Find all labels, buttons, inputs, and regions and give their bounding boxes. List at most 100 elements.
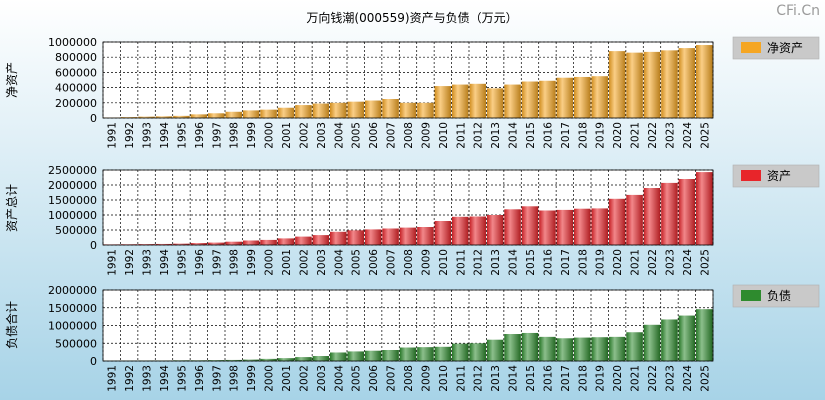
- bar-2023: [661, 319, 678, 361]
- bar-2007: [382, 228, 399, 245]
- x-tick-label: 2014: [508, 249, 520, 276]
- x-tick-label: 2024: [682, 249, 694, 276]
- x-tick-label: 2013: [490, 365, 502, 392]
- x-tick-label: 2025: [699, 122, 711, 149]
- x-tick-label: 2008: [403, 249, 415, 276]
- bar-2004: [330, 352, 347, 361]
- x-tick-label: 2020: [612, 365, 624, 392]
- bar-2005: [347, 351, 364, 361]
- x-tick-label: 2024: [682, 122, 694, 149]
- bar-2018: [574, 76, 591, 118]
- x-tick-label: 2002: [298, 365, 310, 392]
- x-tick-label: 2009: [420, 365, 432, 392]
- x-tick-label: 1997: [211, 365, 223, 392]
- x-tick-label: 2019: [595, 122, 607, 149]
- bar-1996: [190, 243, 208, 245]
- x-tick-label: 1991: [107, 365, 119, 392]
- x-tick-label: 2008: [403, 365, 415, 392]
- y-tick-label: 1000000: [48, 209, 97, 222]
- bar-2003: [312, 103, 330, 118]
- x-tick-label: 2001: [281, 365, 293, 392]
- y-tick-label: 500000: [55, 224, 97, 237]
- x-tick-label: 2006: [368, 365, 380, 392]
- x-tick-label: 2000: [264, 249, 276, 276]
- y-tick-label: 600000: [55, 66, 97, 79]
- x-tick-label: 2002: [298, 249, 310, 276]
- x-tick-label: 2021: [630, 365, 642, 392]
- x-tick-label: 1996: [194, 249, 206, 276]
- bar-2009: [417, 102, 434, 118]
- bar-2013: [486, 215, 504, 245]
- x-tick-label: 2019: [595, 365, 607, 392]
- x-tick-label: 2019: [595, 249, 607, 276]
- x-tick-label: 2022: [647, 249, 659, 276]
- bar-2013: [486, 88, 504, 118]
- x-tick-label: 2003: [316, 365, 328, 392]
- bar-2015: [521, 332, 539, 361]
- bar-2016: [539, 336, 556, 361]
- bar-2011: [452, 84, 469, 118]
- x-tick-label: 1996: [194, 122, 206, 149]
- bar-2009: [417, 347, 434, 361]
- x-tick-label: 2023: [664, 249, 676, 276]
- x-tick-label: 2012: [473, 365, 485, 392]
- bar-2017: [556, 338, 574, 361]
- y-axis-label: 净资产: [5, 62, 19, 98]
- y-tick-label: 0: [90, 239, 97, 252]
- chart-panel-3: 0 500000 1000000 1500000 2000000 1991 1992 1993…: [4, 284, 820, 392]
- bar-1992: [120, 117, 138, 118]
- bar-2025: [696, 172, 713, 245]
- bar-2010: [434, 86, 452, 118]
- x-tick-label: 2005: [351, 249, 363, 276]
- x-tick-label: 2021: [630, 122, 642, 149]
- watermark: CFi.Cn: [776, 3, 820, 19]
- x-tick-label: 2003: [316, 122, 328, 149]
- y-tick-label: 200000: [55, 97, 97, 110]
- bar-2007: [382, 349, 399, 361]
- x-tick-label: 1991: [107, 122, 119, 149]
- y-tick-label: 800000: [55, 51, 97, 64]
- x-tick-label: 2023: [664, 122, 676, 149]
- chart-panel-2: 0 500000 1000000 1500000 2000000 2500000 1991 1…: [5, 164, 820, 276]
- bar-2019: [591, 76, 608, 118]
- bar-2003: [312, 356, 330, 361]
- bar-2012: [469, 343, 486, 361]
- bar-2004: [330, 231, 347, 245]
- bar-2007: [382, 99, 399, 118]
- bar-2024: [678, 48, 696, 118]
- bar-1997: [208, 360, 225, 361]
- x-tick-label: 2024: [682, 365, 694, 392]
- x-tick-label: 2010: [438, 122, 450, 149]
- legend-swatch: [741, 42, 761, 53]
- bar-2012: [469, 83, 486, 118]
- bar-2006: [364, 100, 382, 118]
- x-tick-label: 2017: [560, 365, 572, 392]
- x-tick-label: 1999: [246, 122, 258, 149]
- y-axis-label: 资产总计: [5, 184, 19, 232]
- bar-1998: [225, 111, 242, 118]
- bar-1998: [225, 241, 242, 245]
- x-tick-label: 2015: [525, 249, 537, 276]
- x-tick-label: 2007: [386, 365, 398, 392]
- bar-2000: [260, 358, 277, 361]
- bar-2021: [626, 194, 643, 245]
- y-tick-label: 2000000: [48, 284, 97, 297]
- x-tick-label: 2013: [490, 249, 502, 276]
- bar-1996: [190, 114, 208, 118]
- y-tick-label: 400000: [55, 82, 97, 95]
- y-tick-label: 1000000: [48, 320, 97, 333]
- x-tick-label: 2016: [542, 122, 554, 149]
- x-tick-label: 1999: [246, 365, 258, 392]
- x-tick-label: 2014: [508, 365, 520, 392]
- bar-1999: [242, 110, 260, 118]
- x-tick-label: 2025: [699, 365, 711, 392]
- x-tick-label: 2010: [438, 365, 450, 392]
- x-tick-label: 2016: [542, 365, 554, 392]
- x-tick-label: 2001: [281, 122, 293, 149]
- chart-title: 万向钱潮(000559)资产与负债（万元）: [306, 10, 517, 25]
- x-tick-label: 2017: [560, 122, 572, 149]
- bar-2000: [260, 109, 277, 118]
- bar-2012: [469, 216, 486, 245]
